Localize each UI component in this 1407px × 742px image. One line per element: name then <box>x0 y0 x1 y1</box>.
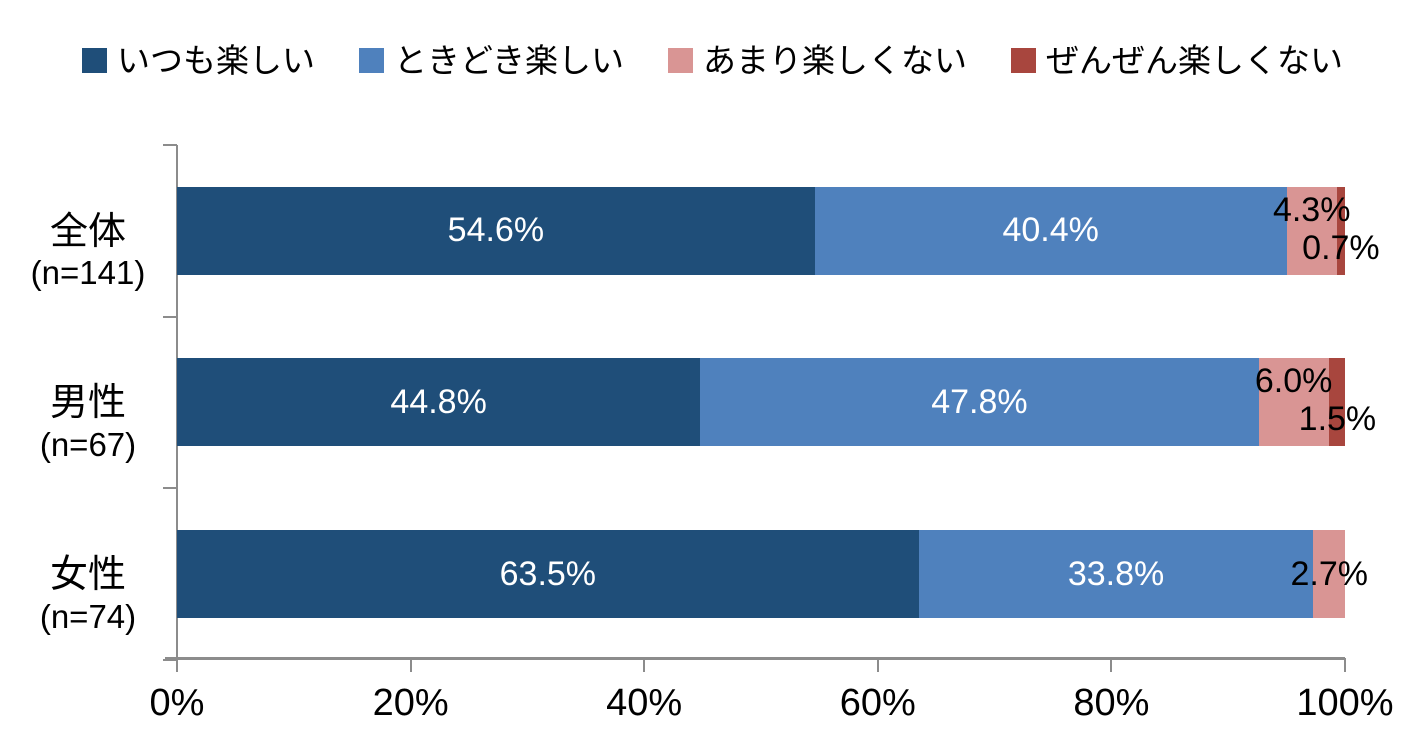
segment-value-label: 54.6% <box>447 211 545 250</box>
legend-swatch-icon <box>82 48 107 73</box>
legend-item-not-fun-at-all: ぜんぜん楽しくない <box>1011 44 1343 77</box>
legend-item-label: いつも楽しい <box>117 42 315 79</box>
bar-segment <box>1336 186 1345 275</box>
legend-swatch-icon <box>1011 48 1037 73</box>
bar-segment <box>1328 358 1345 447</box>
bar-row: 男性 (n=67) 44.8% 47.8% 6.0% 1.5% <box>0 317 1407 489</box>
legend-swatch-icon <box>359 48 384 73</box>
segment-value-label: 47.8% <box>931 382 1028 421</box>
legend-item-label: あまり楽しくない <box>703 42 968 79</box>
bar-segment: 40.4% <box>814 186 1287 275</box>
x-axis-tick <box>876 658 879 672</box>
bar-segment: 44.8% <box>177 358 701 447</box>
x-axis-line <box>165 657 1345 660</box>
category-sample-size: (n=67) <box>39 425 137 463</box>
y-axis-tick <box>163 315 177 318</box>
y-axis-tick <box>163 487 177 490</box>
x-axis-tick-label: 60% <box>839 682 916 724</box>
category-label: 男性 (n=67) <box>0 382 176 464</box>
bar-segment: 63.5% <box>177 530 919 619</box>
legend-item-label: ぜんぜん楽しくない <box>1046 42 1344 79</box>
legend-item-sometimes-fun: ときどき楽しい <box>359 44 624 77</box>
category-sample-size: (n=74) <box>39 597 137 635</box>
segment-value-label: 40.4% <box>1002 211 1099 250</box>
segment-value-label: 63.5% <box>499 554 597 593</box>
stacked-bar: 63.5% 33.8% <box>177 530 1345 619</box>
segment-value-label: 33.8% <box>1067 554 1165 593</box>
category-name: 男性 <box>49 382 126 425</box>
stacked-bar: 44.8% 47.8% <box>177 358 1345 447</box>
plot-area: 全体 (n=141) 54.6% 40.4% 4.3% 0.7% 男性 (n=67) 44.8%… <box>0 145 1407 660</box>
legend-item-label: ときどき楽しい <box>394 42 625 79</box>
y-axis-tick <box>163 144 177 146</box>
segment-value-label: 44.8% <box>390 382 487 421</box>
bar-segment: 47.8% <box>700 358 1259 447</box>
x-axis-tick <box>1110 658 1113 672</box>
bar-row: 全体 (n=141) 54.6% 40.4% 4.3% 0.7% <box>0 145 1407 317</box>
y-axis-tick <box>163 659 177 661</box>
x-axis-tick-label: 40% <box>606 682 683 724</box>
category-label: 女性 (n=74) <box>0 554 176 636</box>
bar-segment: 54.6% <box>177 186 815 275</box>
bar-segment <box>1258 358 1329 447</box>
x-axis-tick-label: 0% <box>149 682 205 724</box>
x-axis-tick-label: 20% <box>372 682 449 724</box>
bar-segment <box>1313 530 1345 619</box>
x-axis-tick <box>409 658 412 672</box>
bar-segment: 33.8% <box>918 530 1314 619</box>
x-axis-tick <box>643 658 646 672</box>
chart-legend: いつも楽しい ときどき楽しい あまり楽しくない ぜんぜん楽しくない <box>82 44 1343 77</box>
category-sample-size: (n=141) <box>30 254 146 292</box>
category-name: 全体 <box>49 210 126 253</box>
legend-swatch-icon <box>668 48 694 73</box>
x-axis-tick-label: 100% <box>1296 682 1394 724</box>
bar-row: 女性 (n=74) 63.5% 33.8% 2.7% <box>0 488 1407 660</box>
x-axis-tick <box>176 658 178 672</box>
legend-item-not-very-fun: あまり楽しくない <box>668 44 967 77</box>
category-label: 全体 (n=141) <box>0 211 176 293</box>
legend-item-always-fun: いつも楽しい <box>82 44 315 77</box>
x-axis-tick-label: 80% <box>1073 682 1150 724</box>
stacked-bar: 54.6% 40.4% <box>177 186 1345 275</box>
bar-segment <box>1286 186 1337 275</box>
x-axis-tick <box>1344 658 1346 672</box>
category-name: 女性 <box>49 554 126 597</box>
